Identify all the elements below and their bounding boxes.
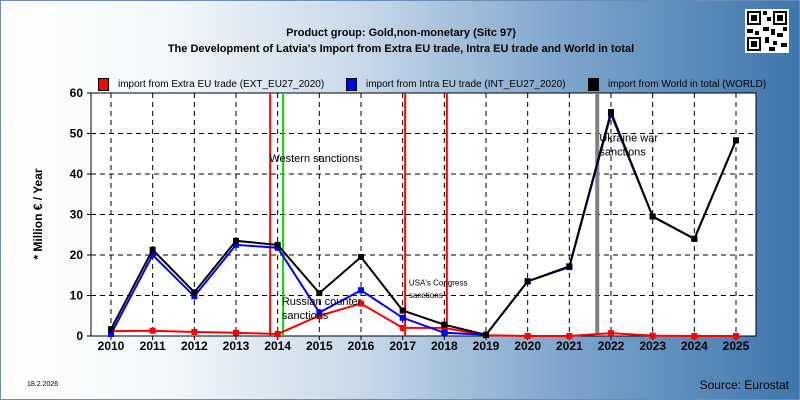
- x-tick-label: 2016: [348, 339, 375, 353]
- annotation-label: sanctions: [282, 310, 329, 322]
- qr-code-icon: [745, 9, 789, 53]
- data-point-0: [608, 330, 614, 337]
- legend-swatch-intra-eu: [346, 78, 357, 91]
- y-tick-label: 50: [70, 127, 84, 141]
- data-point-2: [108, 326, 114, 333]
- data-point-0: [274, 330, 281, 337]
- x-tick-label: 2017: [389, 339, 416, 353]
- x-tick-label: 2013: [223, 339, 250, 353]
- data-point-2: [149, 246, 156, 253]
- y-tick-label: 20: [70, 248, 84, 262]
- chart-titles: Product group: Gold,non-monetary (Sitc 9…: [1, 25, 799, 57]
- series-line-0: [110, 302, 736, 337]
- legend-label-extra-eu: import from Extra EU trade (EXT_EU27_202…: [118, 79, 325, 90]
- data-point-2: [483, 331, 489, 338]
- data-point-0: [233, 329, 239, 336]
- data-point-2: [524, 278, 531, 285]
- x-tick-label: 2022: [598, 339, 625, 353]
- chart-legend: import from Extra EU trade (EXT_EU27_202…: [98, 78, 778, 92]
- x-tick-label: 2024: [681, 339, 708, 353]
- data-point-0: [566, 333, 573, 339]
- legend-label-world: import from World in total (WORLD): [608, 79, 767, 90]
- data-point-1: [358, 287, 364, 294]
- series-line-2: [110, 108, 737, 336]
- y-tick-label: 60: [70, 86, 84, 100]
- data-point-2: [399, 307, 406, 314]
- data-point-2: [233, 237, 239, 244]
- x-tick-label: 2020: [514, 339, 541, 353]
- data-point-0: [441, 324, 448, 331]
- chart-subtitle: The Development of Latvia's Import from …: [167, 43, 635, 55]
- data-point-0: [649, 332, 656, 339]
- x-tick-label: 2019: [473, 339, 500, 353]
- data-point-2: [649, 213, 656, 220]
- data-point-2: [441, 321, 448, 328]
- data-point-0: [733, 333, 739, 339]
- data-point-0: [691, 333, 698, 339]
- x-tick-label: 2025: [723, 339, 750, 353]
- data-point-1: [316, 309, 323, 316]
- data-point-0: [358, 300, 364, 307]
- y-tick-label: 10: [70, 289, 84, 303]
- data-point-1: [233, 241, 239, 248]
- data-point-2: [191, 289, 198, 296]
- data-point-2: [316, 290, 323, 297]
- annotation-label: USA's Congress: [409, 278, 467, 287]
- date-stamp: 18.2.2026: [27, 381, 59, 388]
- data-point-0: [399, 324, 406, 331]
- x-tick-label: 2014: [264, 339, 291, 353]
- data-point-0: [191, 328, 198, 335]
- x-tick-label: 2018: [431, 339, 458, 353]
- data-point-0: [524, 333, 531, 339]
- data-point-2: [733, 137, 739, 144]
- data-point-2: [691, 235, 698, 242]
- data-point-2: [358, 254, 364, 261]
- x-tick-label: 2021: [556, 339, 583, 353]
- y-tick-label: 0: [76, 329, 83, 343]
- x-tick-label: 2015: [306, 339, 333, 353]
- data-point-2: [608, 109, 614, 116]
- data-point-1: [441, 329, 448, 336]
- y-tick-label: 30: [70, 208, 84, 222]
- annotation-label: Western sanctions: [269, 153, 360, 165]
- data-point-0: [316, 312, 323, 319]
- legend-swatch-world: [588, 78, 599, 91]
- annotation-label: sanctions: [599, 146, 646, 158]
- data-point-0: [149, 327, 156, 334]
- data-point-1: [399, 314, 406, 321]
- x-tick-label: 2011: [140, 339, 166, 353]
- chart-title: Product group: Gold,non-monetary (Sitc 9…: [286, 27, 516, 39]
- annotation-label: Ukraine war: [599, 133, 658, 145]
- annotation-label: sanctions: [409, 291, 443, 300]
- x-tick-label: 2023: [639, 339, 666, 353]
- legend-swatch-extra-eu: [98, 78, 109, 91]
- x-tick-label: 2010: [98, 339, 125, 353]
- source-label: Source: Eurostat: [699, 378, 789, 392]
- data-point-2: [566, 263, 573, 270]
- legend-label-intra-eu: import from Intra EU trade (INT_EU27_202…: [366, 79, 566, 90]
- annotation-label: Russian counter: [282, 296, 362, 308]
- x-tick-label: 2012: [181, 339, 208, 353]
- y-tick-label: 40: [70, 167, 84, 181]
- data-point-1: [108, 330, 114, 337]
- data-point-1: [191, 293, 198, 300]
- data-point-1: [149, 252, 156, 258]
- data-point-2: [274, 241, 281, 248]
